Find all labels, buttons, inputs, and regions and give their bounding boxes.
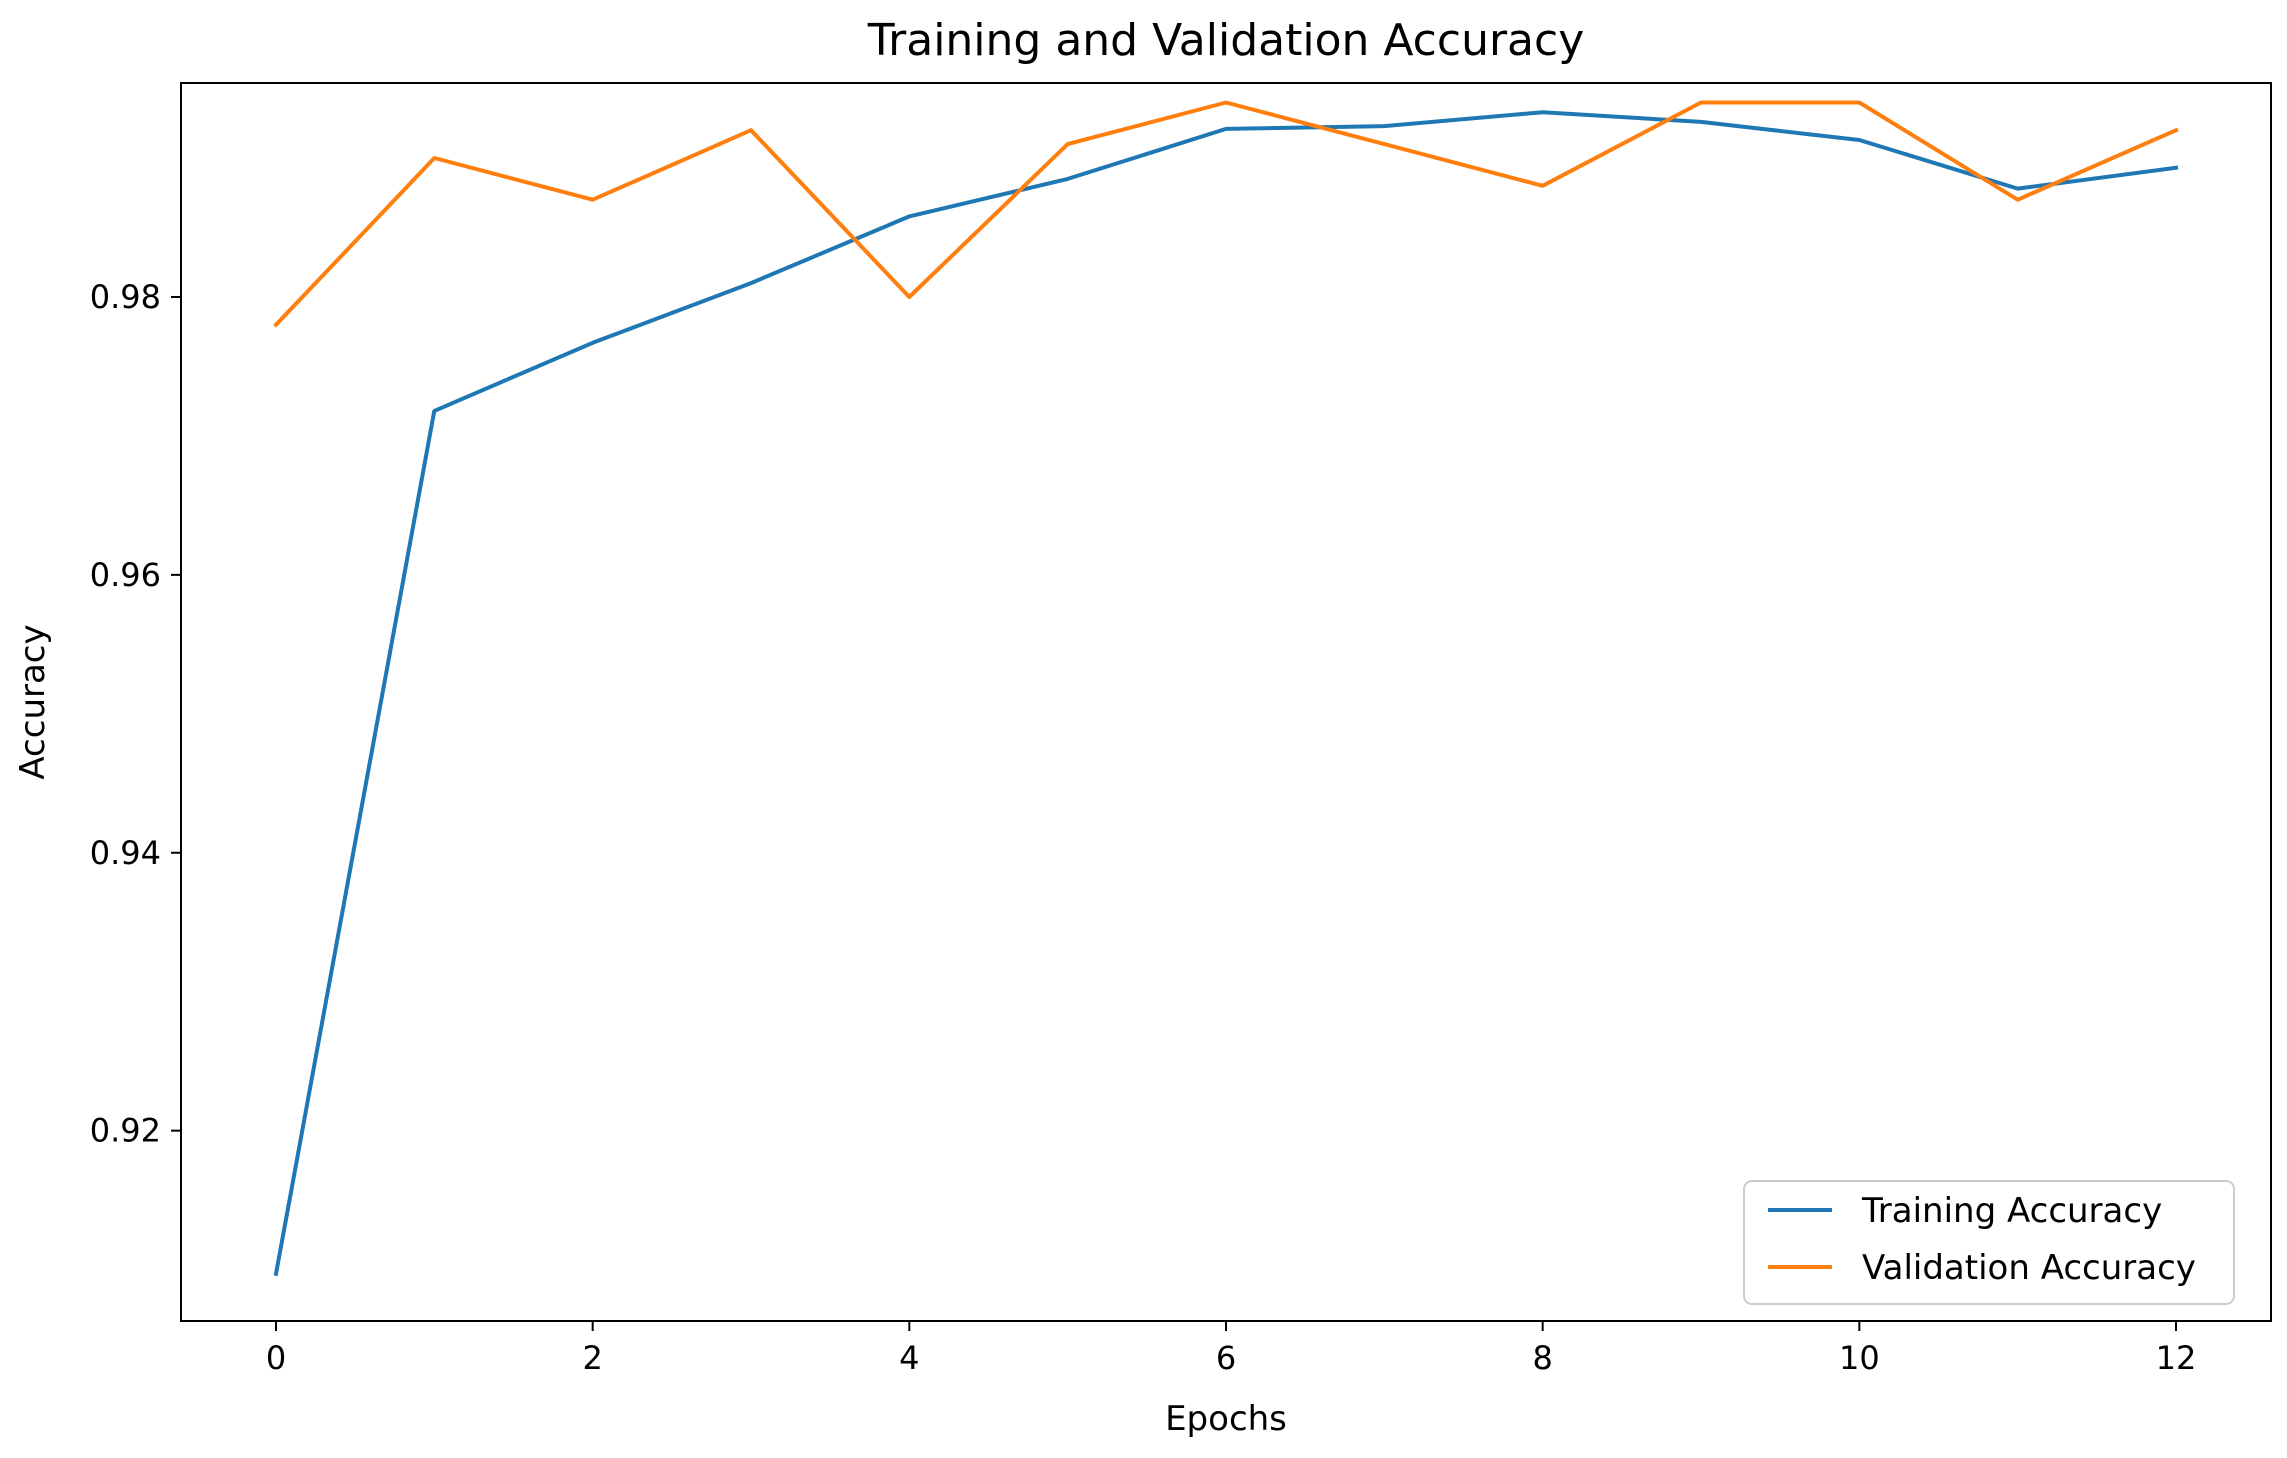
validation-accuracy-point — [2017, 199, 2018, 200]
validation-accuracy-point — [1226, 102, 1227, 103]
validation-accuracy-line — [273, 100, 2179, 328]
x-tick-label: 0 — [266, 1339, 286, 1377]
y-tick-label: 0.92 — [90, 1112, 161, 1150]
training-accuracy-point — [2017, 188, 2018, 189]
training-accuracy-point — [909, 216, 910, 217]
plot-area: 0 2 4 6 8 10 12 0.92 0.94 0.96 0.98 — [90, 82, 2272, 1377]
training-accuracy-point — [1542, 112, 1543, 113]
x-tick-label: 10 — [1839, 1339, 1880, 1377]
training-accuracy-point — [276, 1273, 277, 1274]
training-accuracy-point — [1226, 128, 1227, 129]
training-accuracy-line — [273, 110, 2179, 1277]
x-tick-label: 6 — [1216, 1339, 1236, 1377]
validation-accuracy-point — [1701, 102, 1702, 103]
legend-label-validation: Validation Accuracy — [1862, 1248, 2196, 1288]
y-tick-label: 0.98 — [90, 278, 161, 316]
x-tick-label: 12 — [2156, 1339, 2197, 1377]
y-tick-label: 0.94 — [90, 834, 161, 872]
chart-title: Training and Validation Accuracy — [867, 15, 1585, 66]
y-axis-label: Accuracy — [13, 624, 53, 779]
validation-accuracy-point — [909, 296, 910, 297]
x-axis-ticks: 0 2 4 6 8 10 12 — [266, 1321, 2197, 1377]
training-accuracy-point — [2176, 167, 2177, 168]
y-axis-ticks: 0.92 0.94 0.96 0.98 — [90, 278, 181, 1150]
validation-accuracy-point — [592, 199, 593, 200]
validation-accuracy-point — [1542, 185, 1543, 186]
x-tick-label: 2 — [582, 1339, 602, 1377]
training-accuracy-point — [592, 342, 593, 343]
training-accuracy-point — [434, 410, 435, 411]
legend-label-training: Training Accuracy — [1861, 1191, 2162, 1231]
training-accuracy-point — [1067, 178, 1068, 179]
validation-accuracy-point — [1067, 144, 1068, 145]
validation-accuracy-point — [751, 130, 752, 131]
training-accuracy-point — [751, 283, 752, 284]
legend-box — [1743, 1180, 2235, 1305]
validation-accuracy-point — [434, 158, 435, 159]
training-accuracy-point — [1701, 121, 1702, 122]
validation-accuracy-point — [1384, 144, 1385, 145]
x-axis-label: Epochs — [1165, 1399, 1287, 1439]
validation-accuracy-point — [276, 324, 277, 325]
training-accuracy-point — [1384, 126, 1385, 127]
series-lines — [273, 100, 2179, 1277]
x-tick-label: 4 — [899, 1339, 919, 1377]
training-accuracy-point — [1859, 139, 1860, 140]
y-tick-label: 0.96 — [90, 556, 161, 594]
validation-accuracy-point — [1859, 102, 1860, 103]
validation-accuracy-point — [2176, 130, 2177, 131]
legend: Training Accuracy Validation Accuracy — [1743, 1180, 2235, 1305]
x-tick-label: 8 — [1532, 1339, 1552, 1377]
